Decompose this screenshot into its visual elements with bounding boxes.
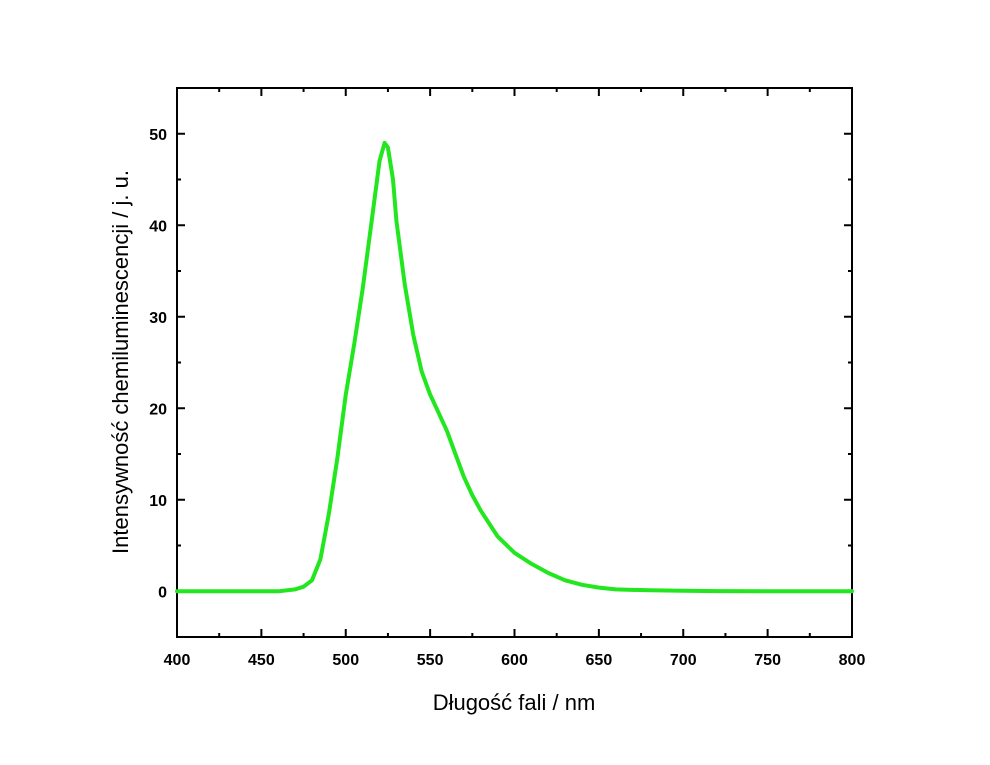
y-tick-label: 50	[149, 127, 167, 144]
x-tick-label: 750	[754, 652, 781, 669]
y-tick-label: 0	[158, 584, 167, 601]
x-tick-label: 600	[501, 652, 528, 669]
x-axis-title: Długość fali / nm	[433, 690, 596, 715]
series-line	[175, 140, 854, 594]
x-tick-label: 650	[586, 652, 613, 669]
x-tick-label: 400	[164, 652, 191, 669]
x-tick-label: 450	[248, 652, 275, 669]
x-tick-label: 700	[670, 652, 697, 669]
x-tick-label: 500	[332, 652, 359, 669]
y-tick-label: 30	[149, 310, 167, 327]
x-tick-label: 550	[417, 652, 444, 669]
y-tick-label: 40	[149, 218, 167, 235]
x-tick-label: 800	[839, 652, 866, 669]
axis-tick-labels: 400 450 500 550 600 650 700 750 800 0 10 20 30 40 50	[149, 127, 865, 669]
y-tick-label: 20	[149, 401, 167, 418]
axis-ticks	[176, 87, 853, 638]
y-tick-label: 10	[149, 493, 167, 510]
y-axis-title: Intensywność chemiluminescencji / j. u.	[108, 170, 133, 554]
